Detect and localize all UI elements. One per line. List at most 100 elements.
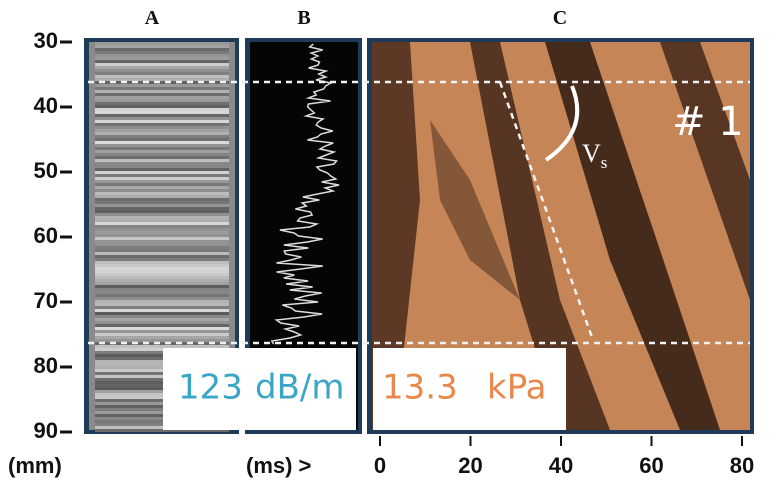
texture	[95, 54, 229, 57]
texture	[95, 303, 229, 306]
texture	[95, 270, 229, 273]
texture	[95, 285, 229, 288]
texture	[95, 117, 229, 120]
texture	[95, 93, 229, 96]
texture	[95, 321, 229, 324]
texture	[95, 276, 229, 279]
texture	[95, 114, 229, 117]
texture	[95, 234, 229, 237]
x-axis-label: (ms) >	[246, 453, 311, 478]
texture	[95, 267, 229, 270]
texture	[95, 309, 229, 312]
texture	[95, 57, 229, 60]
texture	[95, 141, 229, 144]
texture	[95, 150, 229, 153]
texture	[95, 255, 229, 258]
texture	[95, 63, 229, 66]
x-tick-label: 80	[730, 453, 754, 478]
texture	[95, 213, 229, 216]
texture	[95, 240, 229, 243]
texture	[95, 279, 229, 282]
texture	[95, 135, 229, 138]
texture	[95, 312, 229, 315]
y-tick-label: 60	[34, 223, 58, 248]
texture	[95, 159, 229, 162]
texture	[95, 144, 229, 147]
texture	[95, 87, 229, 90]
texture	[95, 66, 229, 69]
texture	[95, 258, 229, 261]
texture	[95, 300, 229, 303]
texture	[95, 186, 229, 189]
texture	[95, 207, 229, 210]
texture	[95, 261, 229, 264]
texture	[95, 288, 229, 291]
texture	[95, 123, 229, 126]
y-tick-label: 30	[34, 28, 58, 53]
texture	[95, 84, 229, 87]
case-label: # 1	[672, 99, 744, 145]
x-tick-label: 40	[549, 453, 573, 478]
texture	[95, 210, 229, 213]
x-tick-label: 60	[639, 453, 663, 478]
texture	[95, 252, 229, 255]
y-tick-label: 50	[34, 158, 58, 183]
texture	[95, 72, 229, 75]
texture	[95, 345, 229, 348]
texture	[95, 297, 229, 300]
texture	[95, 291, 229, 294]
texture	[95, 120, 229, 123]
texture	[95, 48, 229, 51]
texture	[95, 264, 229, 267]
texture	[95, 69, 229, 72]
y-tick-label: 40	[34, 93, 58, 118]
texture	[95, 228, 229, 231]
texture	[95, 294, 229, 297]
texture	[95, 108, 229, 111]
texture	[95, 90, 229, 93]
texture	[95, 102, 229, 105]
readout-unit: kPa	[487, 368, 547, 408]
texture	[95, 222, 229, 225]
texture	[95, 99, 229, 102]
texture	[95, 315, 229, 318]
texture	[95, 138, 229, 141]
texture	[95, 249, 229, 252]
texture	[95, 162, 229, 165]
x-tick-label: 0	[374, 453, 386, 478]
texture	[95, 219, 229, 222]
texture	[95, 45, 229, 48]
texture	[95, 324, 229, 327]
texture	[95, 333, 229, 336]
texture	[95, 327, 229, 330]
texture	[95, 60, 229, 63]
texture	[95, 336, 229, 339]
panel-label: B	[297, 7, 310, 29]
texture	[95, 231, 229, 234]
texture	[95, 189, 229, 192]
x-tick-label: 20	[458, 453, 482, 478]
readout-unit: dB/m	[255, 368, 344, 408]
texture	[95, 204, 229, 207]
readout-value: 13.3	[382, 368, 458, 408]
texture	[95, 225, 229, 228]
texture	[95, 42, 229, 45]
texture	[95, 318, 229, 321]
texture	[95, 201, 229, 204]
texture	[95, 105, 229, 108]
texture	[95, 330, 229, 333]
texture	[95, 339, 229, 342]
texture	[95, 198, 229, 201]
readout-value: 123	[178, 368, 243, 408]
texture	[95, 174, 229, 177]
texture	[95, 273, 229, 276]
texture	[95, 111, 229, 114]
texture	[95, 75, 229, 78]
texture	[95, 171, 229, 174]
texture	[95, 165, 229, 168]
figure: Vs # 1 123 dB/m 13.3 kPa A B C (mm) (ms)…	[0, 0, 773, 496]
texture	[95, 195, 229, 198]
texture	[95, 153, 229, 156]
texture	[95, 192, 229, 195]
texture	[95, 282, 229, 285]
